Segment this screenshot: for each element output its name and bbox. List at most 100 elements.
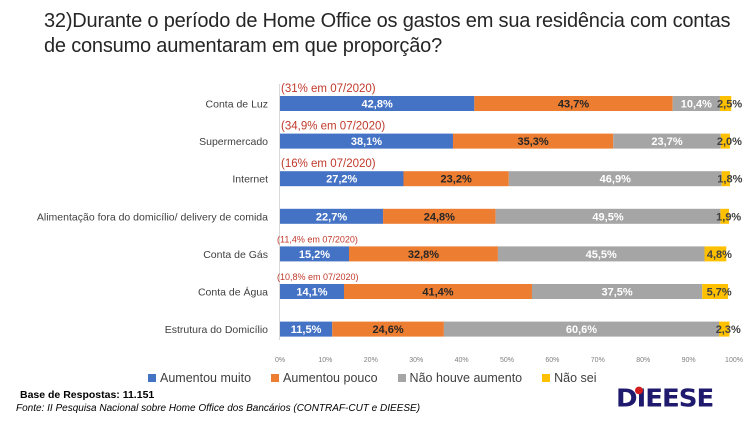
bar-segment bbox=[702, 284, 729, 299]
data-label: 23,2% bbox=[441, 174, 472, 186]
category-label: Supermercado bbox=[199, 136, 268, 148]
data-label: 45,5% bbox=[586, 249, 617, 261]
annotation-label: (16% em 07/2020) bbox=[281, 158, 376, 170]
bar-segment bbox=[720, 133, 730, 149]
legend-label: Não sei bbox=[554, 371, 597, 385]
bar-segment bbox=[452, 133, 614, 149]
bar-segment bbox=[613, 133, 721, 149]
legend-label: Aumentou pouco bbox=[283, 371, 378, 385]
legend-swatch-icon bbox=[148, 374, 156, 382]
bar-segment bbox=[332, 321, 444, 337]
x-axis-ticks: 0% 10% 20% 30% 40% 50% 60% 70% 80% 90% 100% bbox=[275, 357, 743, 364]
x-tick-label: 10% bbox=[318, 357, 332, 364]
x-tick-label: 60% bbox=[545, 357, 559, 364]
data-label: 2,3% bbox=[716, 324, 741, 336]
data-label: 49,5% bbox=[592, 211, 623, 223]
data-label: 32,8% bbox=[408, 249, 439, 261]
data-label: 4,8% bbox=[707, 249, 732, 261]
x-tick-label: 40% bbox=[455, 357, 469, 364]
data-label: 10,4% bbox=[681, 99, 712, 111]
annotation-label: (31% em 07/2020) bbox=[281, 83, 376, 95]
bar-segment bbox=[280, 171, 404, 187]
bar-segment bbox=[508, 171, 722, 187]
bar-segment bbox=[403, 171, 509, 187]
data-label: 11,5% bbox=[291, 324, 322, 336]
bar-segment bbox=[280, 96, 475, 111]
data-label: 2,5% bbox=[717, 99, 742, 111]
data-label: 5,7% bbox=[707, 287, 732, 299]
bar-segment bbox=[280, 246, 350, 262]
data-label: 42,8% bbox=[362, 99, 393, 111]
bar-segment bbox=[280, 321, 333, 337]
data-label: 24,6% bbox=[372, 324, 403, 336]
bar-segment bbox=[280, 133, 453, 149]
stacked-bar-chart: Conta de Luz (31% em 07/2020) 42,8% 43,7% 10… bbox=[37, 83, 743, 364]
bar-segment bbox=[280, 208, 384, 224]
bar-segment bbox=[495, 208, 721, 224]
legend-swatch-icon bbox=[397, 374, 406, 382]
bar-segment bbox=[719, 321, 730, 337]
data-label: 2,0% bbox=[717, 136, 742, 148]
x-tick-label: 30% bbox=[409, 357, 423, 364]
bar-segment bbox=[349, 246, 498, 262]
data-label: 24,8% bbox=[424, 211, 455, 223]
bar-segment bbox=[672, 96, 720, 111]
bar-segment bbox=[721, 171, 730, 187]
annotation-label: (11,4% em 07/2020) bbox=[277, 234, 358, 244]
category-label: Internet bbox=[232, 174, 268, 186]
category-label: Conta de Gás bbox=[203, 249, 268, 261]
x-tick-label: 50% bbox=[500, 357, 514, 364]
category-label: Conta de Água bbox=[198, 286, 268, 299]
data-label: 60,6% bbox=[566, 324, 597, 336]
bar-segment bbox=[383, 208, 496, 224]
logo-text: DIEESE bbox=[616, 384, 714, 414]
bar-segment bbox=[720, 208, 730, 224]
logo-dot-icon bbox=[635, 386, 643, 395]
legend-item: Aumentou pouco bbox=[271, 371, 378, 385]
data-label: 38,1% bbox=[351, 136, 382, 148]
dieese-logo: DIEESE bbox=[616, 384, 714, 414]
bar-segment bbox=[280, 284, 345, 299]
data-label: 35,3% bbox=[518, 136, 549, 148]
legend-item: Aumentou muito bbox=[148, 371, 251, 385]
data-label: 1,9% bbox=[716, 211, 741, 223]
bar-segment bbox=[719, 96, 732, 111]
data-label: 15,2% bbox=[299, 249, 330, 261]
x-tick-label: 70% bbox=[591, 357, 605, 364]
x-tick-label: 20% bbox=[364, 357, 378, 364]
data-label: 22,7% bbox=[316, 211, 347, 223]
legend-swatch-icon bbox=[542, 374, 551, 382]
x-tick-label: 100% bbox=[725, 357, 743, 364]
annotation-label: (34,9% em 07/2020) bbox=[281, 121, 385, 133]
data-label: 27,2% bbox=[326, 174, 357, 186]
bar-segment bbox=[497, 246, 705, 262]
bar-segment bbox=[344, 284, 532, 299]
category-label: Alimentação fora do domicílio/ delivery … bbox=[37, 211, 268, 223]
legend-label: Não houve aumento bbox=[409, 371, 523, 385]
bar-segment bbox=[704, 246, 727, 262]
data-label: 43,7% bbox=[558, 99, 589, 111]
legend: Aumentou muito Aumentou pouco Não houve au… bbox=[148, 371, 597, 385]
data-label: 23,7% bbox=[651, 136, 682, 148]
base-respostas: Base de Respostas: 11.151 bbox=[20, 389, 155, 401]
category-label: Conta de Luz bbox=[206, 99, 268, 111]
chart-title: 32)Durante o período de Home Office os g… bbox=[44, 10, 731, 57]
data-label: 37,5% bbox=[601, 287, 632, 299]
legend-swatch-icon bbox=[271, 374, 280, 382]
source-note: Fonte: II Pesquisa Nacional sobre Home O… bbox=[16, 403, 421, 414]
category-label: Estrutura do Domicílio bbox=[165, 324, 268, 336]
annotation-label: (10,8% em 07/2020) bbox=[277, 272, 359, 282]
x-tick-label: 90% bbox=[682, 357, 696, 364]
bar-segment bbox=[531, 284, 703, 299]
bar-segment bbox=[443, 321, 720, 337]
legend-label: Aumentou muito bbox=[160, 371, 252, 385]
x-tick-label: 80% bbox=[636, 357, 650, 364]
data-label: 46,9% bbox=[600, 174, 631, 186]
bars-group: Conta de Luz (31% em 07/2020) 42,8% 43,7% 10… bbox=[37, 83, 743, 337]
data-label: 41,4% bbox=[422, 287, 453, 299]
data-label: 14,1% bbox=[296, 287, 327, 299]
legend-item: Não sei bbox=[542, 371, 597, 385]
bar-segment bbox=[474, 96, 673, 111]
x-tick-label: 0% bbox=[275, 357, 285, 364]
legend-item: Não houve aumento bbox=[397, 371, 523, 385]
